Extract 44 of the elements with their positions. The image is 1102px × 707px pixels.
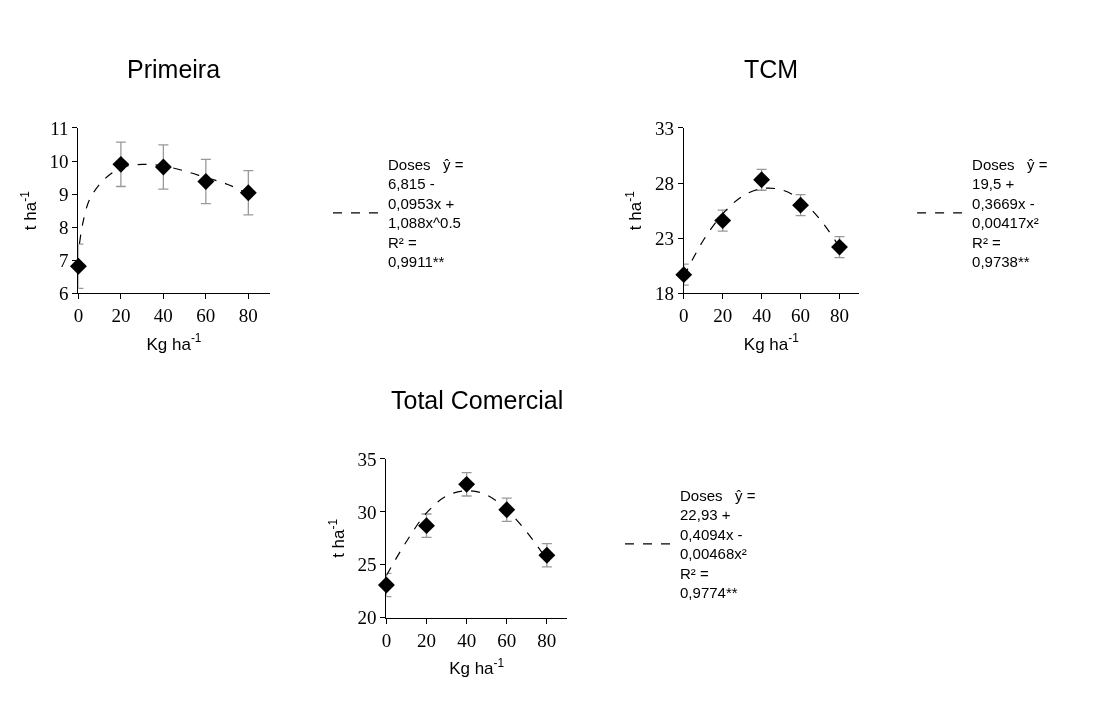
- y-tick-label: 9: [59, 183, 69, 205]
- y-tick-label: 8: [59, 216, 69, 238]
- y-tick-label: 20: [357, 607, 377, 629]
- point: [197, 173, 215, 190]
- y-tick-label: 23: [654, 227, 674, 249]
- y-tick-label: 33: [654, 117, 674, 139]
- point: [538, 546, 556, 564]
- point: [458, 475, 476, 493]
- point: [418, 517, 435, 535]
- x-axis-title: Kg ha$^{-1}$: [449, 655, 505, 678]
- y-tick-label: 6: [59, 283, 69, 305]
- x-tick-label: 60: [791, 305, 811, 327]
- x-axis-title: Kg ha$^{-1}$: [146, 331, 202, 354]
- x-tick-label: 20: [111, 305, 131, 327]
- chart-title: Primeira: [127, 55, 221, 83]
- legend-label: Doses ŷ = 6,815 - 0,0953x + 1,088x^0.5 R² = 0,9911**: [387, 155, 464, 271]
- x-tick-label: 60: [497, 629, 517, 651]
- x-tick-label: 80: [238, 305, 258, 327]
- y-tick-label: 35: [357, 448, 377, 470]
- x-tick-label: 20: [417, 629, 437, 651]
- legend-label: Doses ŷ = 19,5 + 0,3669x - 0,00417x² R² = 0,9738**: [972, 155, 1048, 271]
- y-tick-label: 28: [654, 172, 674, 194]
- y-tick-label: 10: [49, 150, 69, 172]
- x-tick-label: 40: [457, 629, 477, 651]
- x-axis-title: Kg ha$^{-1}$: [743, 331, 800, 354]
- y-tick-label: 11: [50, 117, 69, 139]
- point: [112, 155, 130, 173]
- y-tick-label: 30: [357, 501, 377, 523]
- x-tick-label: 0: [381, 629, 392, 651]
- x-tick-label: 40: [752, 305, 772, 327]
- chart-title: Total Comercial: [391, 386, 564, 414]
- legend-label: Doses ŷ = 22,93 + 0,4094x - 0,00468x² R² = 0,9774**: [680, 486, 756, 602]
- x-tick-label: 0: [73, 305, 84, 327]
- y-tick-label: 25: [357, 554, 377, 576]
- x-tick-label: 40: [153, 305, 173, 327]
- y-tick-label: 18: [654, 283, 674, 305]
- chart-title: TCM: [744, 55, 799, 83]
- y-tick-label: 7: [59, 249, 69, 271]
- x-tick-label: 20: [713, 305, 733, 327]
- x-tick-label: 60: [196, 305, 216, 327]
- x-tick-label: 80: [537, 629, 557, 651]
- point: [154, 158, 172, 176]
- x-tick-label: 0: [679, 305, 689, 327]
- x-tick-label: 80: [830, 305, 850, 327]
